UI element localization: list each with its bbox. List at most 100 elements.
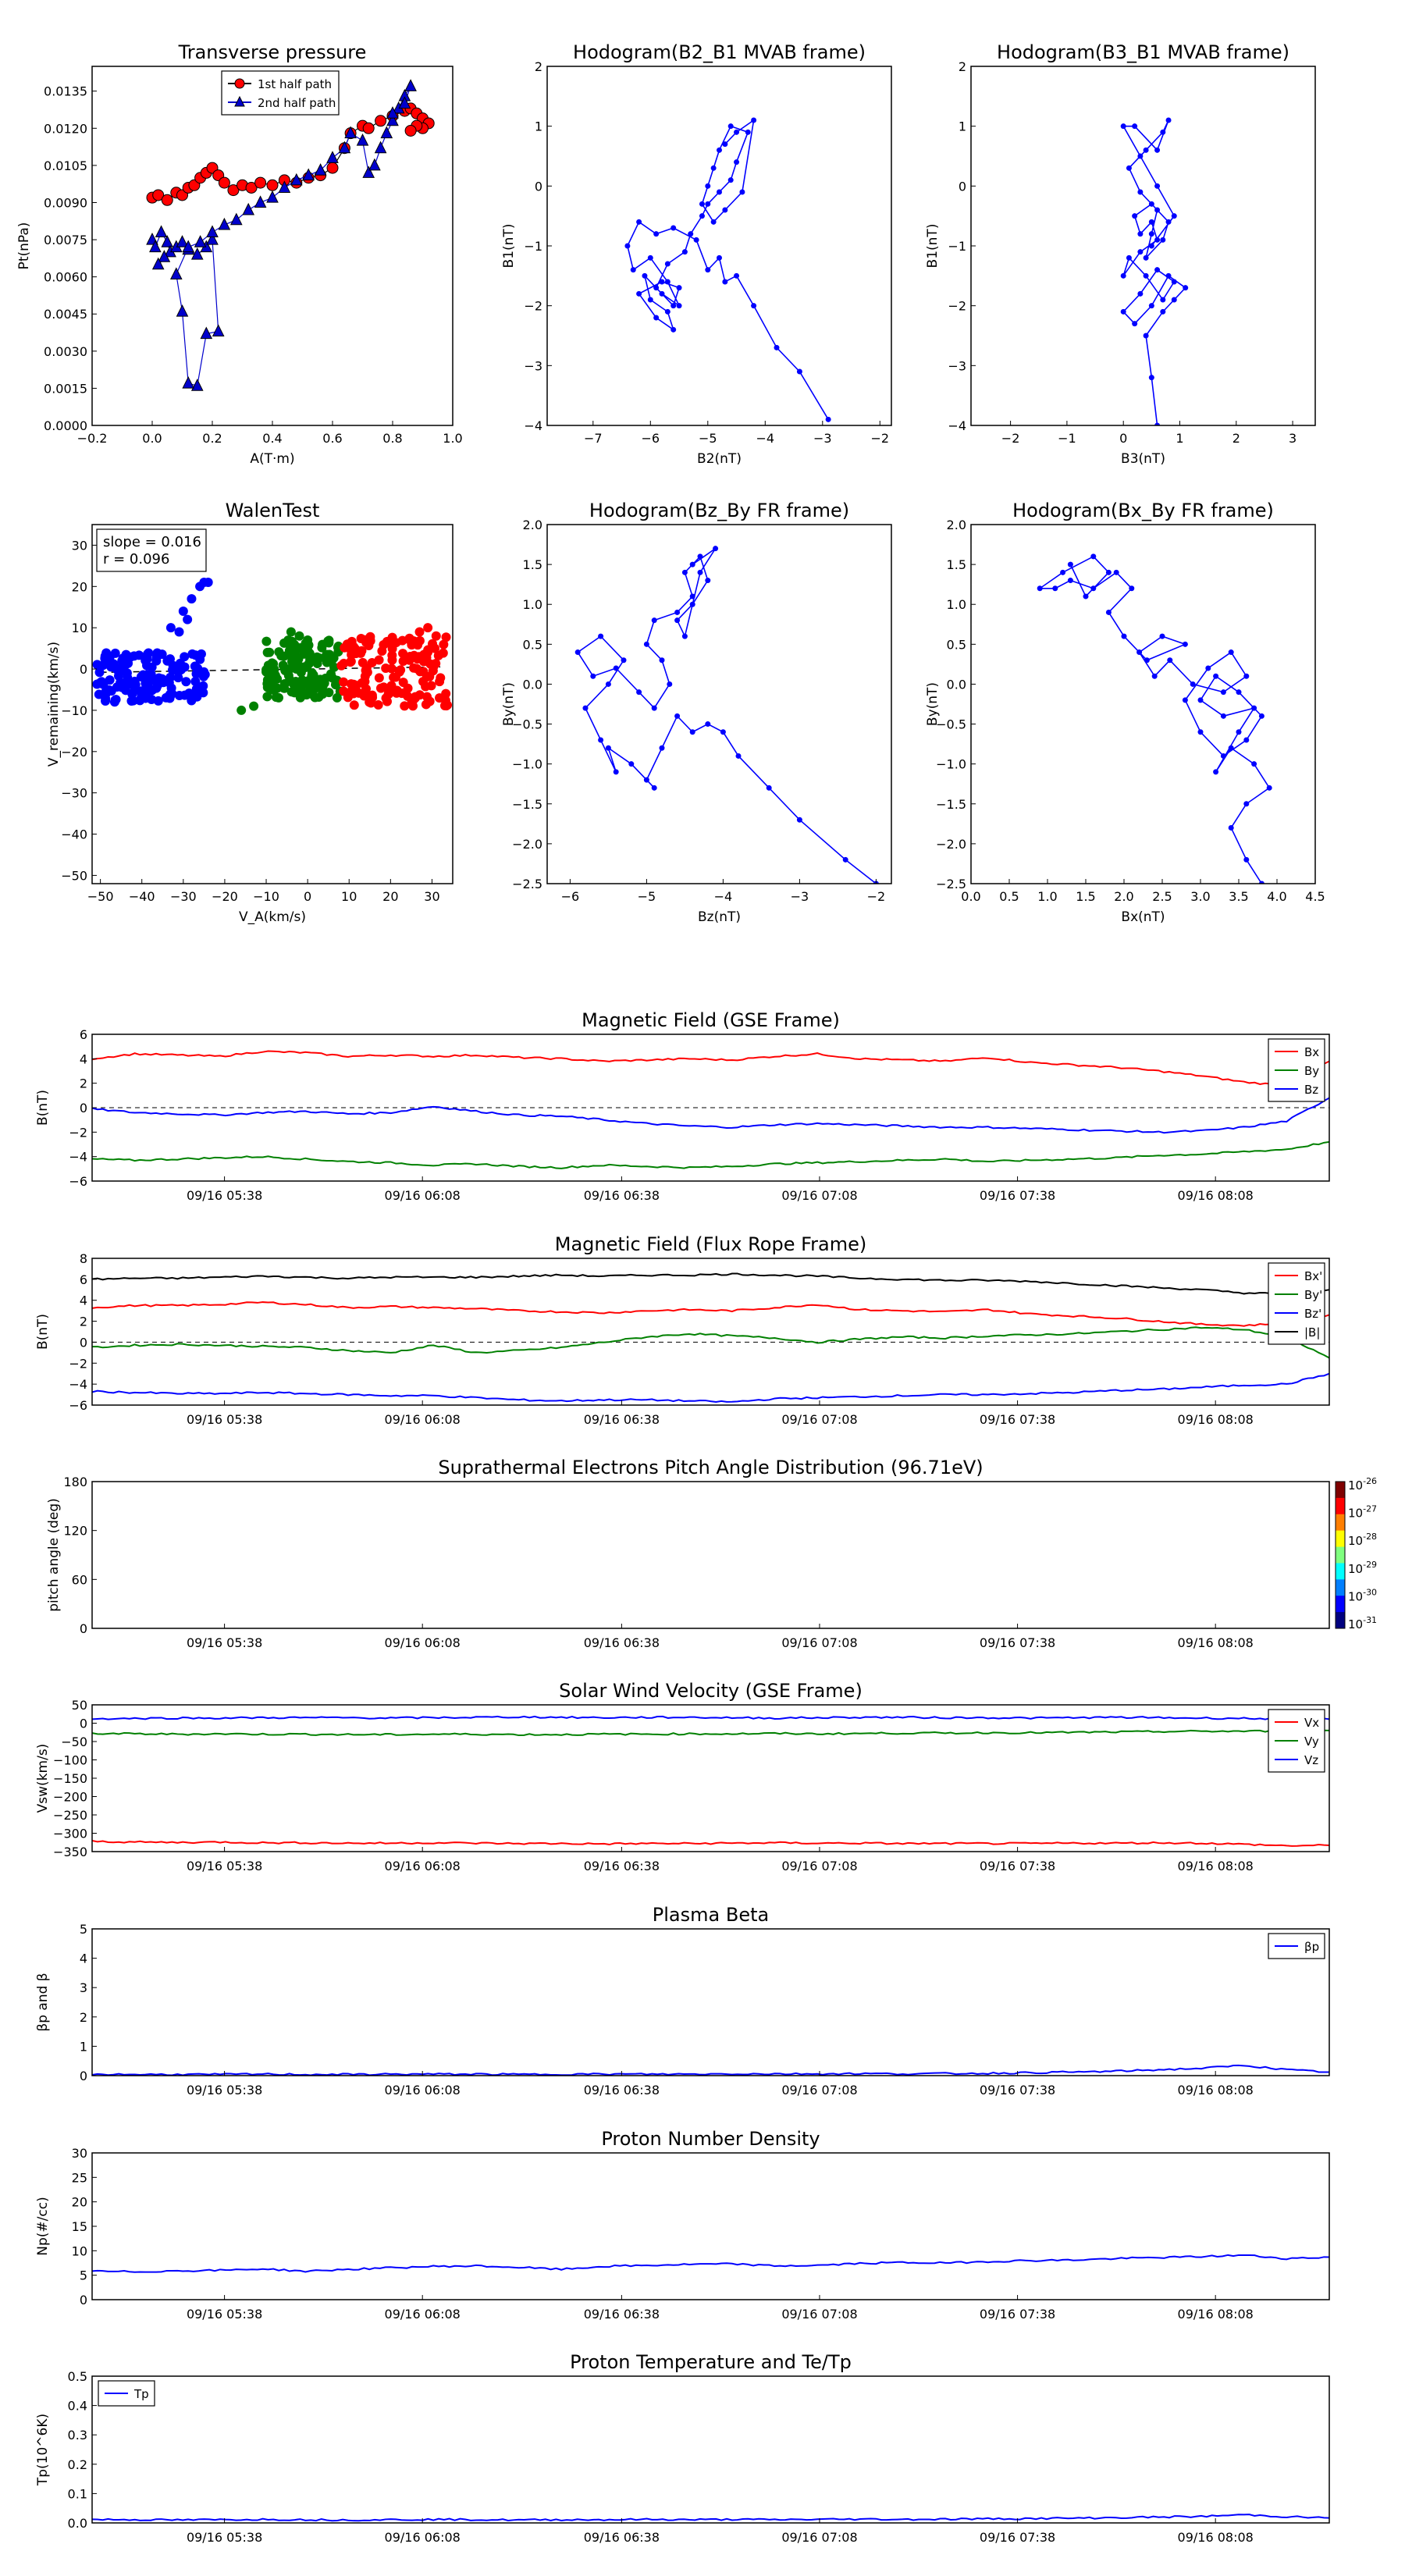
data-point xyxy=(734,272,740,279)
x-tick-label: −5 xyxy=(699,431,717,446)
chart-p13: Proton Temperature and Te/Tp 0.0 0.1 0.2 0.3… xyxy=(35,2351,1330,2545)
series-group xyxy=(1120,117,1189,425)
colorbar-exponent: -29 xyxy=(1363,1560,1377,1570)
x-tick-label: 0.6 xyxy=(322,431,342,446)
y-tick-label: 1.0 xyxy=(947,597,966,612)
data-point xyxy=(249,701,259,711)
y-axis-label: pitch angle (deg) xyxy=(46,1498,62,1612)
data-point xyxy=(1197,729,1204,735)
data-point xyxy=(317,642,327,653)
x-tick-label: 09/16 05:38 xyxy=(187,1635,262,1650)
y-tick-label: −1.0 xyxy=(512,757,542,772)
y-tick-label: −1 xyxy=(524,239,542,254)
data-point xyxy=(98,660,108,671)
series-group xyxy=(574,546,879,884)
colorbar-label: 10-31 xyxy=(1348,1615,1377,1631)
y-tick-label: 0.5 xyxy=(947,637,966,652)
y-axis-label: Vsw(km/s) xyxy=(35,1744,51,1813)
annotation-text: slope = 0.016 xyxy=(103,534,201,550)
data-point xyxy=(1243,856,1250,863)
x-tick-label: −40 xyxy=(129,889,155,904)
data-point xyxy=(184,688,194,699)
data-point xyxy=(1171,279,1177,285)
data-point xyxy=(339,686,349,696)
x-tick-label: 4.5 xyxy=(1305,889,1325,904)
data-point xyxy=(1137,290,1144,297)
x-tick-label: 2 xyxy=(1232,431,1240,446)
y-tick-label: 0.0135 xyxy=(44,84,87,99)
x-axis-label: Bz(nT) xyxy=(698,909,741,925)
y-tick-label: 0 xyxy=(80,662,87,677)
data-point xyxy=(722,207,728,213)
y-tick-label: 3 xyxy=(80,1980,87,1995)
y-tick-label: 4 xyxy=(80,1051,87,1066)
y-tick-label: −3 xyxy=(948,358,966,373)
data-point xyxy=(1137,153,1144,159)
y-tick-label: −2 xyxy=(69,1356,87,1371)
data-point xyxy=(366,698,376,708)
data-point xyxy=(1143,147,1149,153)
chart-title: Hodogram(B2_B1 MVAB frame) xyxy=(573,41,866,63)
axes-frame xyxy=(91,66,454,426)
x-tick-label: 1.0 xyxy=(443,431,462,446)
data-point xyxy=(174,627,184,637)
data-point xyxy=(183,614,193,624)
chart-title: Suprathermal Electrons Pitch Angle Distr… xyxy=(438,1457,983,1478)
data-point xyxy=(403,683,413,693)
x-tick-label: 09/16 07:08 xyxy=(781,1188,857,1203)
x-tick-label: 1.5 xyxy=(1076,889,1095,904)
data-point xyxy=(1258,881,1264,884)
data-point xyxy=(1160,297,1166,303)
data-point xyxy=(1067,578,1073,584)
y-tick-label: 20 xyxy=(72,2195,87,2210)
data-point xyxy=(722,279,728,285)
data-point xyxy=(336,660,347,671)
data-point xyxy=(441,632,451,642)
colorbar-label: 10-29 xyxy=(1348,1560,1377,1576)
data-point xyxy=(1197,697,1204,703)
y-tick-label: 4 xyxy=(80,1952,87,1966)
y-axis-label: B(nT) xyxy=(35,1314,51,1350)
x-tick-label: −7 xyxy=(584,431,603,446)
x-tick-label: 09/16 07:38 xyxy=(980,2083,1055,2097)
y-tick-label: −2 xyxy=(69,1125,87,1140)
chart-title: Plasma Beta xyxy=(653,1904,769,1926)
data-point xyxy=(398,656,408,666)
data-point xyxy=(1090,585,1097,592)
data-point xyxy=(266,684,276,694)
data-point xyxy=(321,673,331,683)
chart-p2: Hodogram(B2_B1 MVAB frame) −4 −3 −2 −1 0 1 2 −7 −… xyxy=(501,41,892,467)
x-tick-label: −0.2 xyxy=(77,431,108,446)
axes-frame xyxy=(91,1481,1330,1629)
y-tick-label: −0.5 xyxy=(936,717,966,732)
x-tick-label: 09/16 07:38 xyxy=(980,2530,1055,2545)
data-point xyxy=(1148,375,1154,381)
y-tick-label: −1.5 xyxy=(936,797,966,812)
y-tick-label: 180 xyxy=(63,1475,87,1489)
data-point xyxy=(1251,705,1257,711)
x-tick-label: −30 xyxy=(170,889,197,904)
data-point xyxy=(796,368,802,375)
colorbar-segment xyxy=(1336,1514,1345,1532)
data-point xyxy=(630,267,636,273)
data-point xyxy=(705,578,711,584)
axes-frame xyxy=(91,1704,1330,1852)
series-group xyxy=(92,2514,1329,2522)
data-point xyxy=(605,745,611,751)
y-tick-label: 2 xyxy=(80,1076,87,1091)
data-point xyxy=(1148,303,1154,309)
data-point xyxy=(676,285,682,291)
data-point xyxy=(1132,123,1138,130)
y-tick-label: 0.2 xyxy=(68,2457,87,2472)
data-point xyxy=(1251,761,1257,767)
data-point xyxy=(426,681,436,691)
data-point xyxy=(1154,237,1161,243)
data-point xyxy=(266,190,279,203)
data-point xyxy=(302,168,315,181)
x-axis-label: Bx(nT) xyxy=(1121,909,1165,925)
data-point xyxy=(144,648,154,658)
chart-title: Magnetic Field (GSE Frame) xyxy=(582,1009,840,1031)
data-point xyxy=(643,777,649,783)
y-tick-label: 30 xyxy=(72,538,87,553)
axes-frame xyxy=(970,524,1316,884)
